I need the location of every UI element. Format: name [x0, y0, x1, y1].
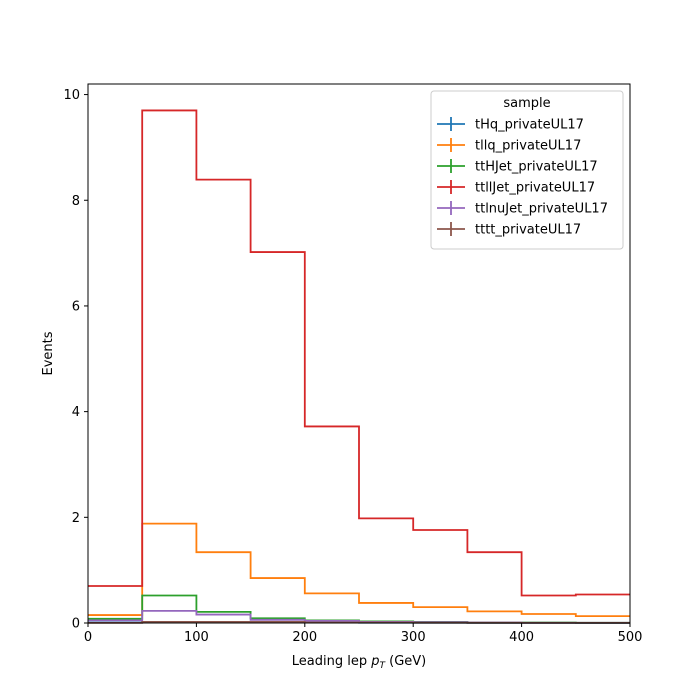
- legend-label: ttHJet_privateUL17: [475, 160, 598, 175]
- series-step-line: [88, 609, 630, 624]
- series-ttllJet_privateUL17: [88, 109, 630, 597]
- x-tick-label: 500: [618, 630, 643, 645]
- y-axis-ticks: 0 2 4 6 8 10: [63, 88, 88, 632]
- legend-item: ttllJet_privateUL17: [437, 180, 595, 196]
- series-ttlnuJet_privateUL17: [88, 609, 630, 624]
- x-tick-label: 400: [509, 630, 534, 645]
- legend-item: tttt_privateUL17: [437, 222, 581, 238]
- series-step-line: [88, 109, 630, 597]
- y-tick-label: 4: [72, 405, 80, 420]
- series-layer: [88, 109, 630, 624]
- x-axis-ticks: 0 100 200 300 400 500: [84, 623, 643, 645]
- legend-items: tHq_privateUL17 tllq_privateUL17 ttHJet_pr…: [437, 117, 608, 238]
- legend-item: tllq_privateUL17: [437, 138, 581, 154]
- y-tick-label: 10: [63, 88, 80, 103]
- series-step-line: [88, 522, 630, 618]
- x-tick-label: 0: [84, 630, 92, 645]
- x-axis-label: Leading lep pT (GeV): [292, 654, 426, 671]
- legend-label: tHq_privateUL17: [475, 118, 584, 133]
- legend-label: tllq_privateUL17: [475, 139, 581, 154]
- legend-title: sample: [503, 96, 550, 111]
- legend-label: ttllJet_privateUL17: [475, 181, 595, 196]
- legend: sample tHq_privateUL17 tllq_privateUL17tt…: [430, 90, 624, 250]
- y-tick-label: 0: [72, 617, 80, 632]
- legend-item: ttHJet_privateUL17: [437, 159, 598, 175]
- x-tick-label: 300: [401, 630, 426, 645]
- y-tick-label: 8: [72, 194, 80, 209]
- legend-box: [430, 90, 624, 250]
- series-tllq_privateUL17: [88, 522, 630, 618]
- legend-item: tHq_privateUL17: [437, 117, 584, 133]
- legend-label: ttlnuJet_privateUL17: [475, 202, 608, 217]
- legend-item: ttlnuJet_privateUL17: [437, 201, 608, 217]
- x-tick-label: 100: [184, 630, 209, 645]
- y-tick-label: 2: [72, 511, 80, 526]
- y-tick-label: 6: [72, 299, 80, 314]
- legend-label: tttt_privateUL17: [475, 223, 581, 238]
- x-tick-label: 200: [292, 630, 317, 645]
- plot-frame: [87, 83, 631, 624]
- y-axis-label: Events: [41, 331, 56, 375]
